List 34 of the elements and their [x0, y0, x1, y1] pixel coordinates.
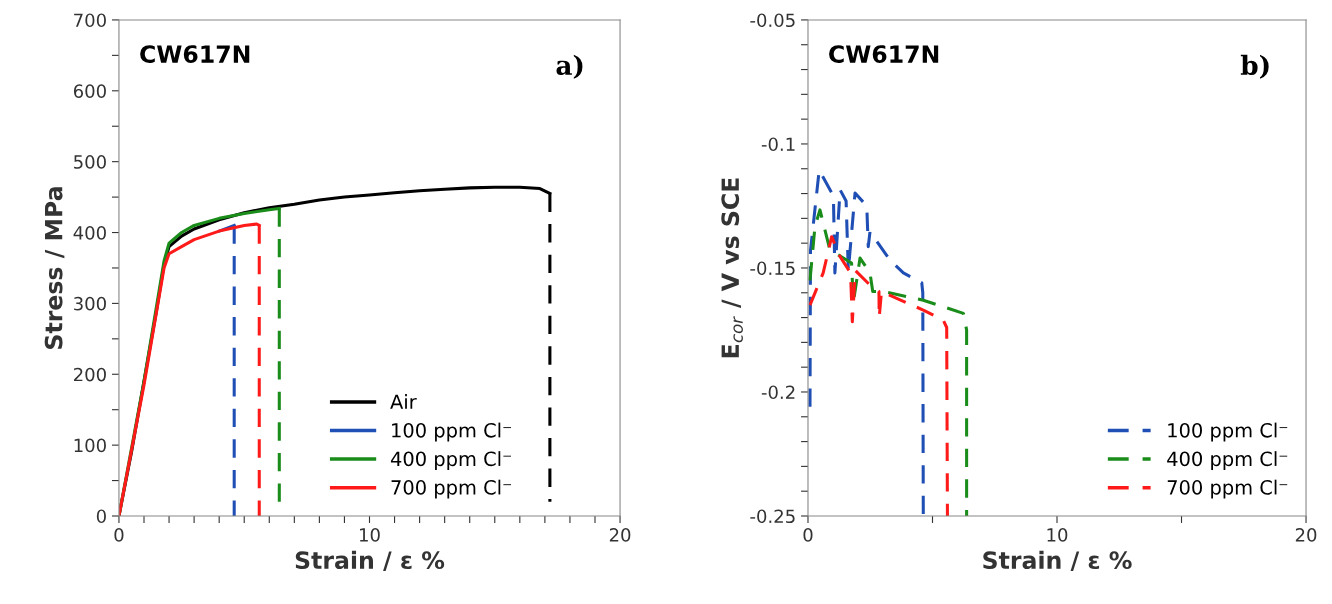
annotation: a) — [556, 54, 583, 79]
x-tick-label: 10 — [1047, 528, 1068, 542]
y-tick-label: -0.1 — [761, 137, 795, 152]
y-tick-label: 100 — [74, 438, 106, 453]
y-tick-label: 700 — [74, 13, 106, 28]
y-tick-label: 500 — [74, 155, 106, 169]
y-tick-label: 400 — [73, 225, 106, 240]
x-tick-label: 10 — [359, 528, 380, 542]
annotation: CW617N — [140, 45, 250, 64]
y-tick-label: -0.15 — [750, 261, 795, 276]
x-axis-title: Strain / ε % — [295, 550, 445, 571]
x-tick-label: 20 — [609, 528, 631, 542]
x-tick-label: 20 — [1295, 528, 1317, 542]
legend-label: Air — [390, 394, 417, 409]
legend-label: 400 ppm Cl⁻ — [1167, 451, 1288, 470]
y-tick-label: -0.05 — [750, 13, 795, 28]
legend-label: 400 ppm Cl⁻ — [390, 451, 512, 470]
x-tick-label: 0 — [114, 528, 124, 542]
y-tick-label: 600 — [73, 84, 106, 98]
y-axis-title: E$_{cor}$ / V vs SCE — [721, 178, 743, 358]
legend-label: 100 ppm Cl⁻ — [1168, 422, 1288, 442]
legend-label: 700 ppm Cl⁻ — [391, 479, 512, 499]
legend-label: 100 ppm Cl⁻ — [392, 422, 512, 442]
y-tick-label: 300 — [74, 296, 106, 311]
y-tick-label: 200 — [74, 367, 106, 382]
annotation: CW617N — [829, 45, 939, 64]
legend-label: 700 ppm Cl⁻ — [1167, 479, 1288, 499]
y-tick-label: 0 — [96, 509, 106, 524]
x-tick-label: 0 — [803, 528, 813, 542]
y-axis-title: Stress / MPa — [44, 187, 65, 349]
y-tick-label: -0.25 — [750, 509, 795, 524]
y-tick-label: -0.2 — [761, 385, 795, 400]
annotation: b) — [1240, 54, 1269, 79]
x-axis-title: Strain / ε % — [983, 550, 1132, 571]
